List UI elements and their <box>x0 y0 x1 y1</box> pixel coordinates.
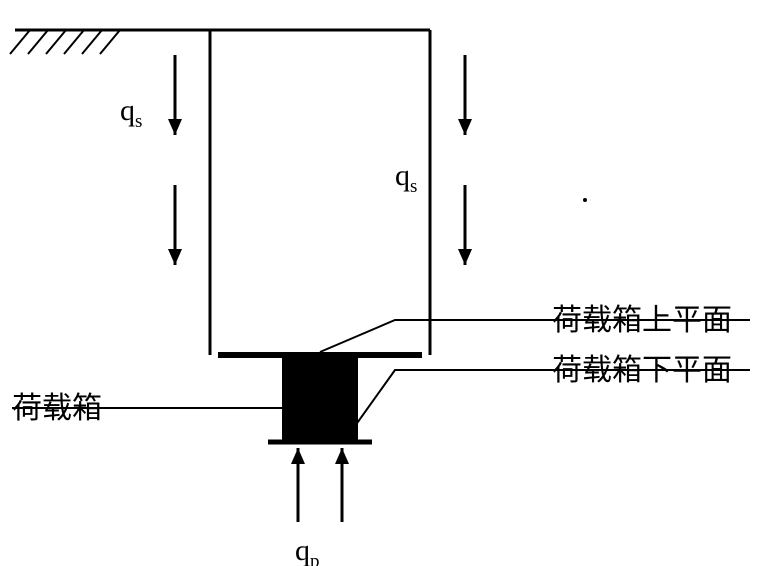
ground-hatch <box>100 30 120 54</box>
label-bottom-plane: 荷载箱下平面 <box>552 354 732 387</box>
load-box-body <box>282 358 358 440</box>
artifact-dot <box>583 198 587 202</box>
label-qp: qp <box>295 534 320 566</box>
label-load-box: 荷载箱 <box>12 392 102 425</box>
label-top-plane: 荷载箱上平面 <box>552 304 732 337</box>
label-qs-left: qs <box>120 94 142 132</box>
diagram-canvas: qs qs qp 荷载箱上平面荷载箱下平面荷载箱 <box>0 0 764 566</box>
ground-hatch <box>46 30 66 54</box>
qp-arrow-1-head <box>335 448 349 464</box>
qs-arrow-2-head <box>458 119 472 135</box>
ground-hatch <box>82 30 102 54</box>
ground-hatch <box>10 30 30 54</box>
label-qs-right: qs <box>395 159 417 197</box>
ground-hatch <box>64 30 84 54</box>
qp-arrow-0-head <box>291 448 305 464</box>
qs-arrow-1-head <box>168 249 182 265</box>
ground-hatch <box>28 30 48 54</box>
qs-arrow-0-head <box>168 119 182 135</box>
qs-arrow-3-head <box>458 249 472 265</box>
